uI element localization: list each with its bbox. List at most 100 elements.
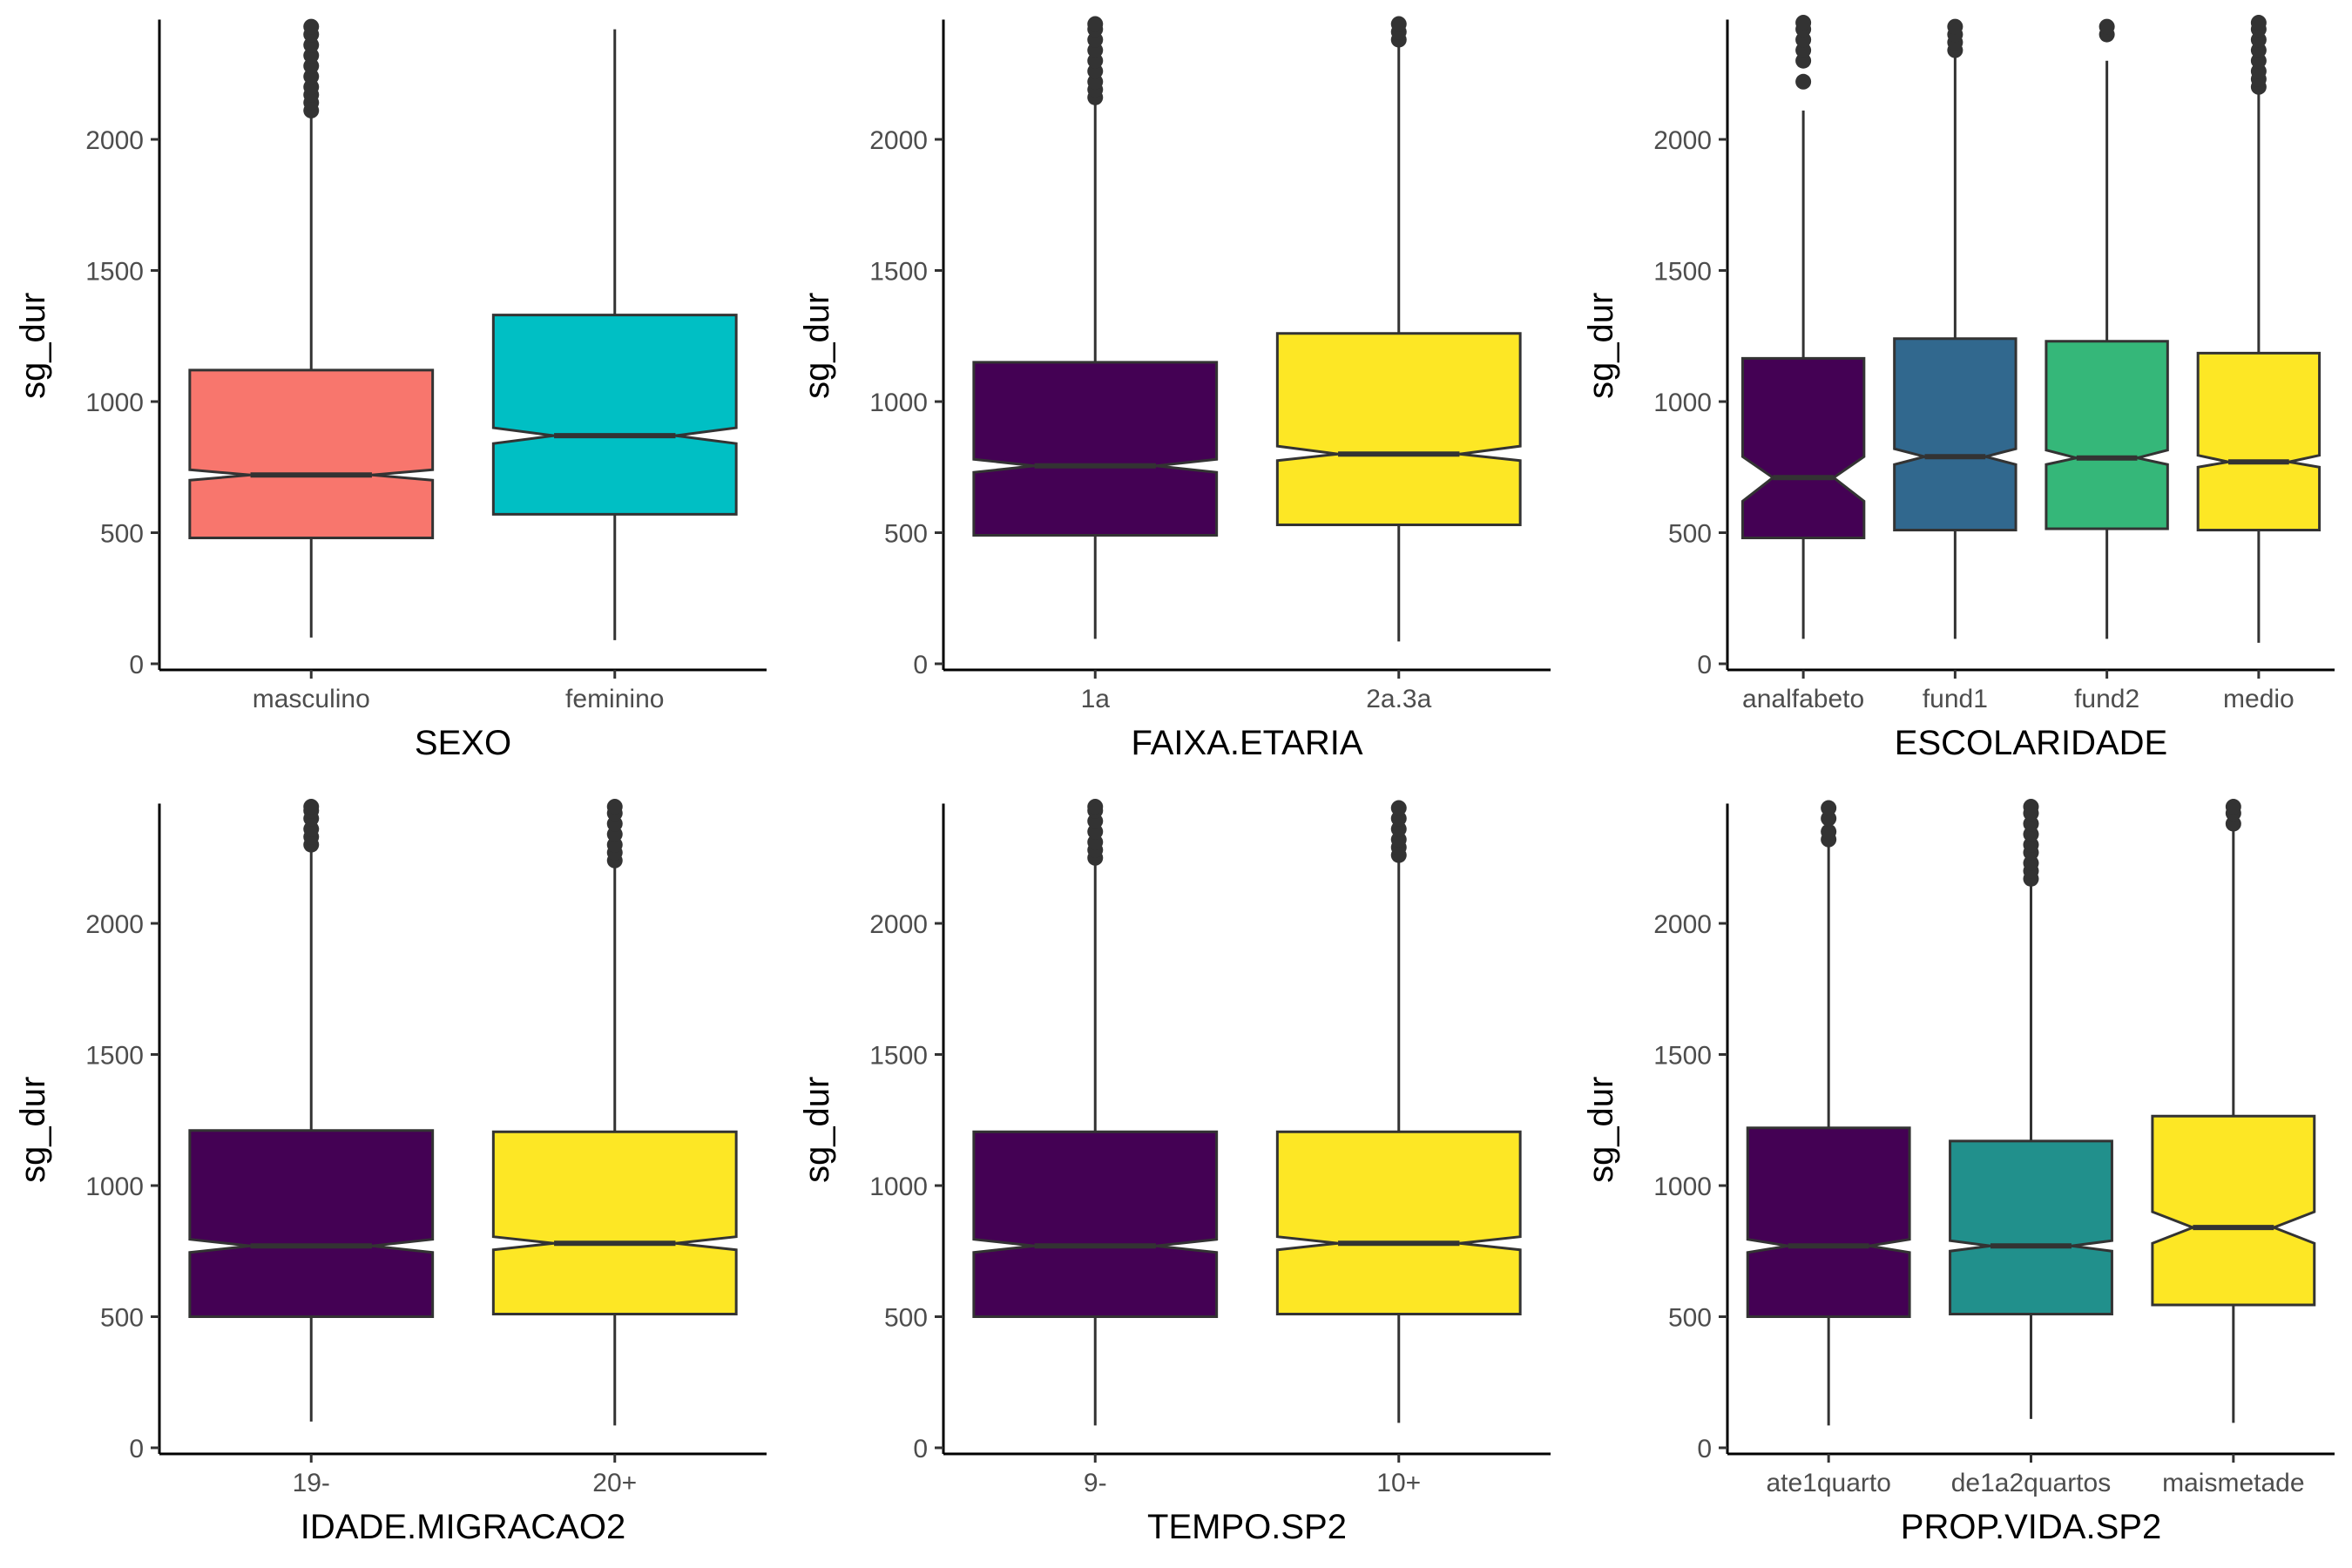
box-medio: medio xyxy=(2196,15,2322,713)
box-body xyxy=(188,1129,435,1318)
outlier-point xyxy=(303,799,320,815)
box-body xyxy=(188,368,435,540)
y-tick-label: 2000 xyxy=(85,910,144,939)
outlier-point xyxy=(1821,823,1837,840)
x-tick-label: fund2 xyxy=(2074,685,2139,713)
x-tick-label: 19- xyxy=(293,1469,330,1497)
y-tick-label: 500 xyxy=(100,1304,144,1333)
box-body xyxy=(1275,332,1522,526)
y-tick-label: 1500 xyxy=(1653,1042,1712,1071)
x-axis-title: ESCOLARIDADE xyxy=(1895,724,2167,762)
box-masculino: masculino xyxy=(188,18,435,713)
x-axis-title: SEXO xyxy=(415,724,511,762)
box-analfabeto: analfabeto xyxy=(1740,15,1866,713)
y-tick-label: 2000 xyxy=(1653,126,1712,155)
x-tick-label: 9- xyxy=(1084,1469,1107,1497)
panel-2: 0 500 1000 1500 2000 sg_dur FAIXA.ETARIA 1a 2a.3… xyxy=(798,16,1551,762)
y-tick-label: 1500 xyxy=(85,258,144,287)
box-10+: 10+ xyxy=(1275,800,1522,1497)
x-axis-title: IDADE.MIGRACAO2 xyxy=(301,1508,625,1546)
y-axis-title: sg_dur xyxy=(798,293,836,399)
box-fund2: fund2 xyxy=(2044,18,2169,713)
y-tick-label: 0 xyxy=(129,651,144,679)
box-body xyxy=(491,1130,738,1315)
outlier-point xyxy=(2250,15,2267,31)
box-de1a2quartos: de1a2quartos xyxy=(1949,799,2113,1497)
y-axis-title: sg_dur xyxy=(1582,1077,1620,1183)
y-tick-label: 1000 xyxy=(85,389,144,417)
outlier-point xyxy=(1087,799,1104,815)
x-tick-label: maismetade xyxy=(2162,1469,2304,1497)
x-tick-label: analfabeto xyxy=(1742,685,1864,713)
box-ate1quarto: ate1quarto xyxy=(1746,800,1911,1497)
outlier-point xyxy=(1087,16,1104,32)
x-tick-label: feminino xyxy=(565,685,664,713)
x-tick-label: masculino xyxy=(253,685,370,713)
y-tick-label: 1000 xyxy=(85,1173,144,1201)
y-tick-label: 1500 xyxy=(85,1042,144,1071)
outlier-point xyxy=(1795,15,1812,31)
x-tick-label: 10+ xyxy=(1376,1469,1421,1497)
outlier-point xyxy=(2023,799,2039,815)
outlier-point xyxy=(2225,799,2241,815)
y-tick-label: 0 xyxy=(913,651,928,679)
y-tick-label: 500 xyxy=(884,1304,928,1333)
outlier-point xyxy=(606,799,623,815)
outlier-point xyxy=(1821,800,1837,816)
panel-6: 0 500 1000 1500 2000 sg_dur PROP.VIDA.SP2 ate1q… xyxy=(1582,799,2335,1546)
outlier-point xyxy=(303,18,320,35)
y-tick-label: 1000 xyxy=(1653,1173,1712,1201)
y-tick-label: 2000 xyxy=(1653,910,1712,939)
x-tick-label: 1a xyxy=(1081,685,1111,713)
y-tick-label: 0 xyxy=(1697,1435,1712,1463)
box-20+: 20+ xyxy=(491,799,738,1497)
box-19-: 19- xyxy=(188,799,435,1497)
box-body xyxy=(1746,1126,1911,1318)
x-axis-title: FAIXA.ETARIA xyxy=(1132,724,1363,762)
y-tick-label: 1500 xyxy=(1653,258,1712,287)
y-axis-title: sg_dur xyxy=(14,293,52,399)
outlier-point xyxy=(1947,18,1963,35)
box-body xyxy=(2151,1114,2316,1307)
x-tick-label: fund1 xyxy=(1923,685,1988,713)
box-body xyxy=(491,314,738,516)
x-tick-label: medio xyxy=(2223,685,2295,713)
x-tick-label: 20+ xyxy=(592,1469,637,1497)
x-tick-label: de1a2quartos xyxy=(1951,1469,2112,1497)
box-body xyxy=(2196,351,2322,531)
outlier-point xyxy=(1390,800,1407,816)
outlier-point xyxy=(1390,16,1407,32)
y-tick-label: 500 xyxy=(884,520,928,549)
y-tick-label: 1500 xyxy=(869,258,928,287)
panel-5: 0 500 1000 1500 2000 sg_dur TEMPO.SP2 9- 10+ xyxy=(798,799,1551,1546)
box-fund1: fund1 xyxy=(1893,18,2017,713)
y-tick-label: 1000 xyxy=(1653,389,1712,417)
x-axis-title: TEMPO.SP2 xyxy=(1147,1508,1347,1546)
outlier-point xyxy=(1795,73,1812,90)
y-axis-title: sg_dur xyxy=(14,1077,52,1183)
box-body xyxy=(972,1130,1219,1318)
y-tick-label: 2000 xyxy=(869,126,928,155)
y-axis-title: sg_dur xyxy=(1582,293,1620,399)
panel-4: 0 500 1000 1500 2000 sg_dur IDADE.MIGRACAO2 19-… xyxy=(14,799,767,1546)
y-axis-title: sg_dur xyxy=(798,1077,836,1183)
box-body xyxy=(2044,340,2169,531)
panel-1: 0 500 1000 1500 2000 sg_dur SEXO masculino femin… xyxy=(14,18,767,762)
y-tick-label: 500 xyxy=(1668,520,1712,549)
y-tick-label: 0 xyxy=(129,1435,144,1463)
y-tick-label: 1000 xyxy=(869,1173,928,1201)
outlier-point xyxy=(2099,18,2115,35)
x-axis-title: PROP.VIDA.SP2 xyxy=(1901,1508,2161,1546)
box-2a.3a: 2a.3a xyxy=(1275,16,1522,713)
box-body xyxy=(1740,356,1866,540)
y-tick-label: 2000 xyxy=(85,126,144,155)
x-tick-label: 2a.3a xyxy=(1366,685,1431,713)
box-maismetade: maismetade xyxy=(2151,799,2316,1497)
y-tick-label: 0 xyxy=(1697,651,1712,679)
y-tick-label: 0 xyxy=(913,1435,928,1463)
box-body xyxy=(1275,1130,1522,1315)
panel-3: 0 500 1000 1500 2000 sg_dur ESCOLARIDADE analfa… xyxy=(1582,15,2335,762)
y-tick-label: 1000 xyxy=(869,389,928,417)
y-tick-label: 500 xyxy=(1668,1304,1712,1333)
